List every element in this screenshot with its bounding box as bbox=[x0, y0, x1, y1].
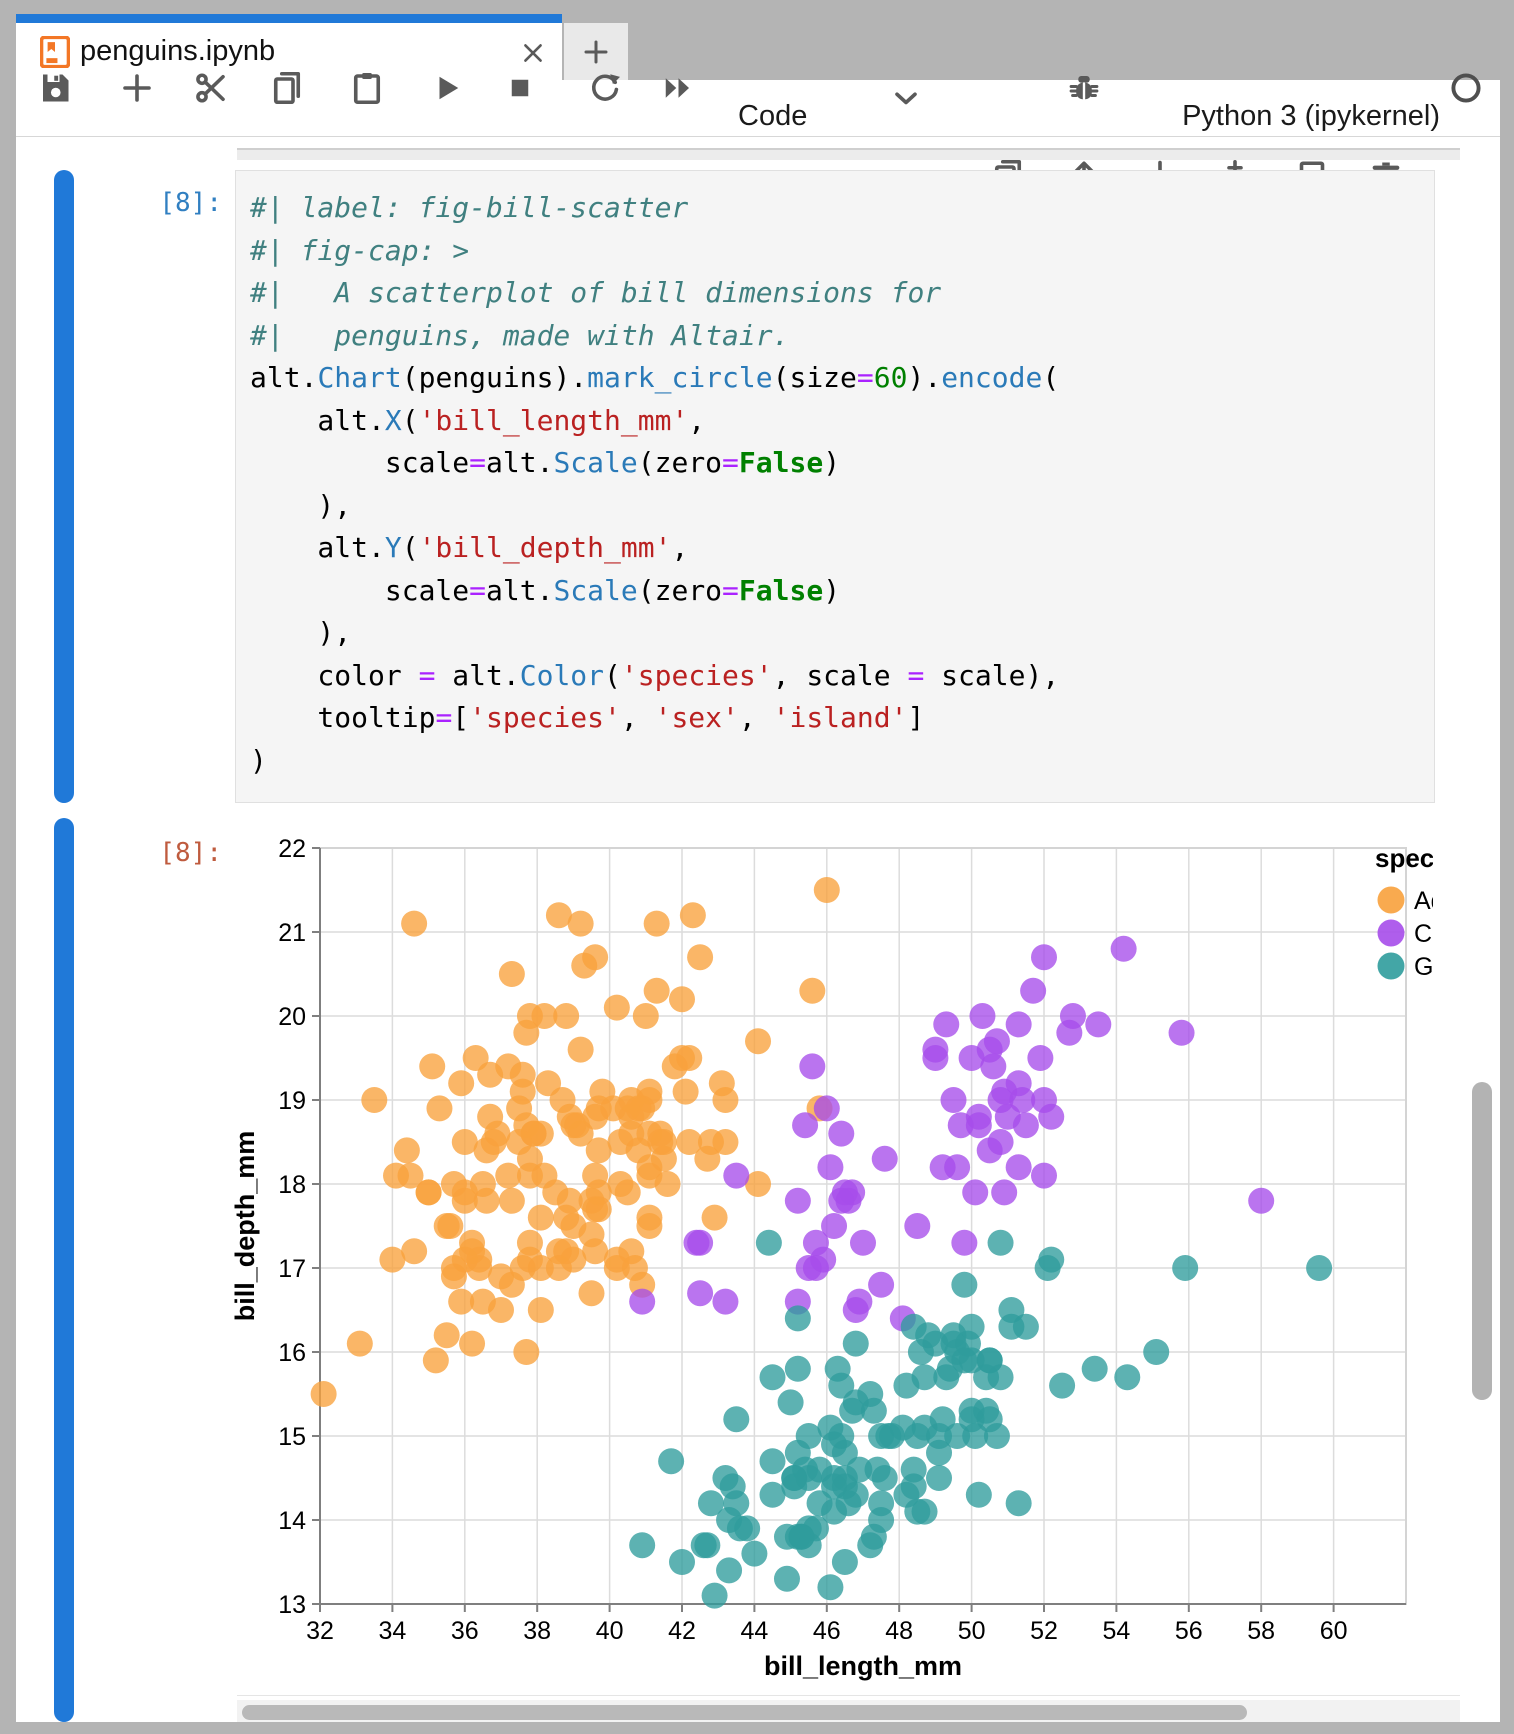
svg-text:44: 44 bbox=[740, 1617, 768, 1645]
cell-type-dropdown[interactable]: Code bbox=[738, 100, 808, 132]
svg-text:22: 22 bbox=[278, 835, 306, 863]
scatter-points-chinstrap[interactable] bbox=[629, 935, 1275, 1332]
chevron-down-icon[interactable] bbox=[888, 80, 924, 116]
new-launcher-button[interactable] bbox=[564, 23, 628, 80]
svg-text:54: 54 bbox=[1102, 1617, 1130, 1645]
svg-text:16: 16 bbox=[278, 1339, 306, 1367]
copy-cells-icon[interactable] bbox=[269, 70, 305, 106]
vertical-scrollbar-thumb[interactable] bbox=[1472, 1082, 1492, 1400]
legend-label-gentoo: Gentoo bbox=[1414, 953, 1433, 981]
svg-text:13: 13 bbox=[278, 1591, 306, 1619]
output-prompt: [8]: bbox=[159, 838, 222, 868]
output-cell-selection-bar[interactable] bbox=[54, 818, 74, 1722]
legend[interactable]: species Adelie Chinstrap Gentoo bbox=[1375, 843, 1433, 981]
y-axis-title: bill_depth_mm bbox=[230, 1131, 260, 1322]
scatterplot-output[interactable]: 32 34 36 38 40 42 44 46 48 50 52 54 56 58 60 bill_lengt… bbox=[230, 795, 1433, 1700]
x-axis: 32 34 36 38 40 42 44 46 48 50 52 54 56 58 60 bill_lengt… bbox=[306, 1603, 1406, 1681]
y-axis: 13 14 15 16 17 18 19 20 21 22 bill_depth_mm bbox=[230, 835, 321, 1619]
scatter-points-adelie[interactable] bbox=[310, 877, 840, 1407]
restart-run-all-icon[interactable] bbox=[659, 70, 695, 106]
svg-text:21: 21 bbox=[278, 919, 306, 947]
insert-cell-icon[interactable] bbox=[119, 70, 155, 106]
svg-text:36: 36 bbox=[451, 1617, 479, 1645]
svg-text:40: 40 bbox=[596, 1617, 624, 1645]
restart-kernel-icon[interactable] bbox=[587, 70, 623, 106]
interrupt-kernel-icon[interactable] bbox=[502, 70, 538, 106]
code-cell-selection-bar[interactable] bbox=[54, 170, 74, 803]
code-block[interactable]: #| label: fig-bill-scatter #| fig-cap: > #… bbox=[250, 191, 1060, 777]
svg-text:42: 42 bbox=[668, 1617, 696, 1645]
kernel-name[interactable]: Python 3 (ipykernel) bbox=[1182, 100, 1440, 132]
x-axis-title: bill_length_mm bbox=[764, 1651, 962, 1681]
legend-label-adelie: Adelie bbox=[1414, 887, 1433, 915]
previous-cell-remnant bbox=[237, 148, 1460, 160]
scatter-points-gentoo[interactable] bbox=[629, 1229, 1333, 1609]
run-cell-icon[interactable] bbox=[429, 70, 465, 106]
input-prompt: [8]: bbox=[159, 188, 222, 218]
svg-text:19: 19 bbox=[278, 1087, 306, 1115]
notebook-toolbar bbox=[16, 80, 1500, 137]
svg-text:34: 34 bbox=[378, 1617, 406, 1645]
svg-text:32: 32 bbox=[306, 1617, 334, 1645]
active-tab-indicator bbox=[16, 14, 562, 23]
svg-text:15: 15 bbox=[278, 1423, 306, 1451]
horizontal-scrollbar-thumb[interactable] bbox=[242, 1705, 1247, 1720]
cut-cells-icon[interactable] bbox=[193, 70, 229, 106]
legend-swatch-chinstrap bbox=[1377, 919, 1405, 947]
legend-swatch-adelie bbox=[1377, 886, 1405, 914]
svg-text:48: 48 bbox=[885, 1617, 913, 1645]
save-icon[interactable] bbox=[37, 70, 73, 106]
horizontal-scrollbar[interactable] bbox=[237, 1700, 1460, 1722]
close-tab-icon[interactable] bbox=[520, 40, 546, 66]
svg-text:38: 38 bbox=[523, 1617, 551, 1645]
svg-text:20: 20 bbox=[278, 1003, 306, 1031]
kernel-status-icon[interactable] bbox=[1448, 70, 1484, 106]
svg-text:46: 46 bbox=[813, 1617, 841, 1645]
tab-bar: penguins.ipynb bbox=[16, 23, 1500, 80]
svg-text:50: 50 bbox=[958, 1617, 986, 1645]
notebook-file-icon bbox=[40, 36, 70, 68]
code-editor[interactable]: #| label: fig-bill-scatter #| fig-cap: > #… bbox=[235, 170, 1435, 803]
output-divider bbox=[237, 1695, 1460, 1696]
plus-icon bbox=[584, 40, 608, 63]
svg-text:52: 52 bbox=[1030, 1617, 1058, 1645]
svg-text:18: 18 bbox=[278, 1171, 306, 1199]
paste-cells-icon[interactable] bbox=[349, 70, 385, 106]
tab-penguins-notebook[interactable]: penguins.ipynb bbox=[16, 23, 562, 80]
svg-text:17: 17 bbox=[278, 1255, 306, 1283]
tab-title: penguins.ipynb bbox=[80, 35, 276, 67]
debugger-bug-icon[interactable] bbox=[1066, 70, 1102, 106]
legend-label-chinstrap: Chinstrap bbox=[1414, 920, 1433, 948]
svg-text:56: 56 bbox=[1175, 1617, 1203, 1645]
legend-swatch-gentoo bbox=[1377, 952, 1405, 980]
svg-text:14: 14 bbox=[278, 1507, 306, 1535]
legend-title: species bbox=[1375, 843, 1433, 873]
svg-text:58: 58 bbox=[1247, 1617, 1275, 1645]
svg-text:60: 60 bbox=[1320, 1617, 1348, 1645]
